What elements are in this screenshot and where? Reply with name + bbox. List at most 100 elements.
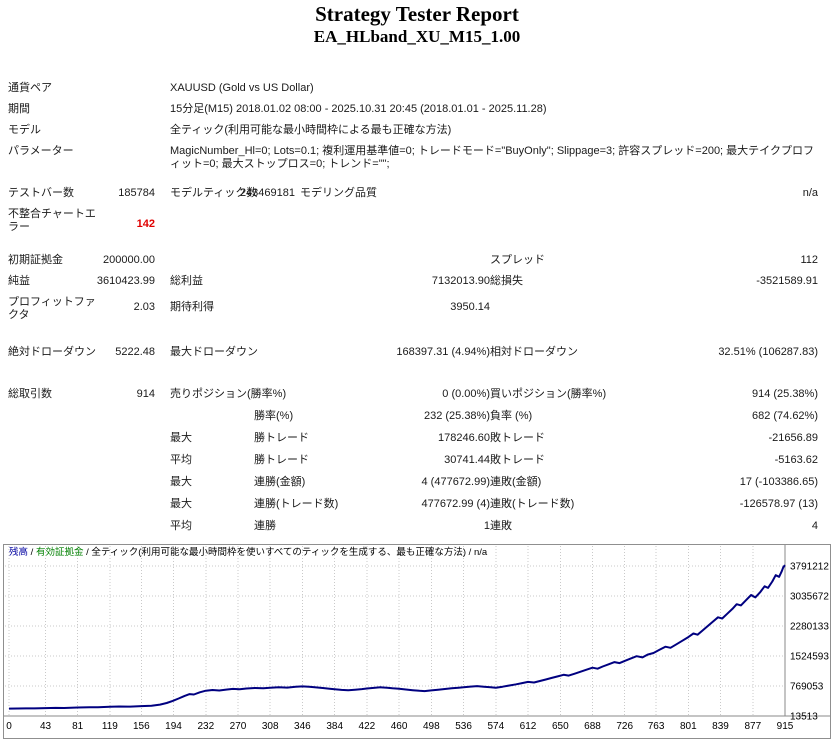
row-net-profit: 純益 3610423.99 総利益 7132013.90 総損失 -352158… [0, 271, 834, 292]
spread-value: 112 [800, 254, 818, 266]
svg-text:536: 536 [455, 721, 472, 732]
svg-text:43: 43 [40, 721, 52, 732]
short-positions-value: 0 (0.00%) [442, 388, 490, 400]
bars-label: テストバー数 [8, 187, 74, 199]
row-average-consecutive: 平均 連勝 1 連敗 4 [0, 516, 834, 538]
svg-text:13513: 13513 [790, 712, 818, 723]
maximal-dd-value: 168397.31 (4.94%) [396, 346, 490, 358]
consec-wins-money-label: 連勝(金額) [254, 476, 306, 488]
model-value: 全ティック(利用可能な最小時間枠による最も正確な方法) [170, 124, 452, 136]
net-profit-value: 3610423.99 [96, 275, 155, 287]
svg-text:0: 0 [6, 721, 12, 732]
maximal-dd-label: 最大ドローダウン [170, 346, 258, 358]
legend-entry: 残高 [9, 547, 29, 558]
symbol-value: XAUUSD (Gold vs US Dollar) [170, 82, 314, 94]
row-profit-factor: プロフィットファクタ 2.03 期待利得 3950.14 [0, 292, 834, 342]
parameters-value: MagicNumber_Hl=0; Lots=0.1; 複利運用基準値=0; ト… [170, 145, 814, 170]
max-consec-count-prefix: 最大 [170, 498, 192, 510]
largest-profit-label: 勝トレード [254, 432, 309, 444]
svg-text:308: 308 [262, 721, 279, 732]
balance-chart: 残高 / 有効証拠金 / 全ティック(利用可能な最小時間枠を使いすべてのティック… [3, 544, 831, 739]
row-bars: テストバー数 185784 モデルティック数 243469181 モデリング品質… [0, 183, 834, 204]
row-initial-deposit: 初期証拠金 200000.00 スプレッド 112 [0, 250, 834, 271]
row-drawdown: 絶対ドローダウン 5222.48 最大ドローダウン 168397.31 (4.9… [0, 342, 834, 384]
largest-loss-label: 敗トレード [490, 432, 545, 444]
svg-text:688: 688 [584, 721, 601, 732]
avg-consec-prefix: 平均 [170, 520, 192, 532]
relative-dd-value: 32.51% (106287.83) [718, 346, 818, 358]
svg-text:763: 763 [648, 721, 665, 732]
row-total-trades: 総取引数 914 売りポジション(勝率%) 0 (0.00%) 買いポジション(… [0, 384, 834, 406]
ticks-value: 243469181 [239, 187, 295, 199]
svg-text:3035672: 3035672 [790, 592, 829, 603]
largest-prefix: 最大 [170, 432, 192, 444]
legend-entry: 有効証拠金 [35, 547, 84, 558]
y-axis-labels: 13513 769053 1524593 2280133 3035672 3791212 [790, 562, 829, 723]
loss-rate-label: 負率 (%) [490, 410, 533, 422]
spread-label: スプレッド [490, 254, 545, 266]
net-profit-label: 純益 [8, 275, 30, 287]
row-largest-trades: 最大 勝トレード 178246.60 敗トレード -21656.89 [0, 428, 834, 450]
profit-factor-value: 2.03 [133, 301, 155, 313]
avg-consec-losses-value: 4 [811, 520, 818, 532]
svg-text:726: 726 [616, 721, 633, 732]
period-value: 15分足(M15) 2018.01.02 08:00 - 2025.10.31 … [170, 103, 547, 115]
gross-profit-value: 7132013.90 [431, 275, 490, 287]
balance-line [8, 564, 786, 710]
consec-losses-count-value: -126578.97 (13) [739, 498, 818, 510]
consec-losses-money-label: 連敗(金額) [490, 476, 542, 488]
period-label: 期間 [8, 103, 30, 115]
svg-text:460: 460 [391, 721, 408, 732]
expected-payoff-value: 3950.14 [450, 301, 490, 313]
svg-text:650: 650 [552, 721, 569, 732]
win-rate-value: 232 (25.38%) [423, 410, 490, 422]
consec-losses-count-label: 連敗(トレード数) [490, 498, 575, 510]
row-max-consecutive-count: 最大 連勝(トレード数) 477672.99 (4) 連敗(トレード数) -12… [0, 494, 834, 516]
svg-text:915: 915 [777, 721, 794, 732]
largest-profit-value: 178246.60 [438, 432, 490, 444]
svg-text:877: 877 [744, 721, 761, 732]
parameters-label: パラメーター [8, 145, 74, 157]
svg-text:574: 574 [487, 721, 504, 732]
svg-text:1524593: 1524593 [790, 652, 829, 663]
axes [4, 545, 830, 717]
row-mismatch-errors: 不整合チャートエラー 142 [0, 204, 834, 250]
svg-text:612: 612 [520, 721, 537, 732]
svg-text:3791212: 3791212 [790, 562, 829, 573]
total-trades-label: 総取引数 [8, 388, 52, 400]
svg-text:194: 194 [165, 721, 182, 732]
max-consec-prefix: 最大 [170, 476, 192, 488]
balance-graph: 13513 769053 1524593 2280133 3035672 3791212 0… [4, 545, 830, 732]
average-prefix: 平均 [170, 454, 192, 466]
row-average-trades: 平均 勝トレード 30741.44 敗トレード -5163.62 [0, 450, 834, 472]
row-parameters: パラメーター MagicNumber_Hl=0; Lots=0.1; 複利運用基… [0, 141, 834, 183]
profit-factor-label: プロフィットファクタ [8, 296, 96, 321]
page-title: Strategy Tester Report [315, 2, 519, 26]
svg-text:801: 801 [680, 721, 697, 732]
row-period: 期間 15分足(M15) 2018.01.02 08:00 - 2025.10.… [0, 99, 834, 120]
svg-text:498: 498 [423, 721, 440, 732]
average-profit-label: 勝トレード [254, 454, 309, 466]
svg-text:422: 422 [359, 721, 376, 732]
total-trades-value: 914 [136, 388, 155, 400]
svg-text:81: 81 [72, 721, 84, 732]
consec-losses-money-value: 17 (-103386.65) [739, 476, 818, 488]
svg-text:2280133: 2280133 [790, 622, 829, 633]
average-loss-value: -5163.62 [774, 454, 818, 466]
results-table: 通貨ペア XAUUSD (Gold vs US Dollar) 期間 15分足(… [0, 78, 834, 538]
loss-rate-value: 682 (74.62%) [751, 410, 818, 422]
gridlines [5, 546, 786, 716]
expected-payoff-label: 期待利得 [170, 301, 214, 313]
row-max-consecutive-money: 最大 連勝(金額) 4 (477672.99) 連敗(金額) 17 (-1033… [0, 472, 834, 494]
svg-text:384: 384 [326, 721, 343, 732]
quality-value: n/a [802, 187, 818, 199]
consec-wins-count-value: 477672.99 (4) [421, 498, 491, 510]
deposit-value: 200000.00 [103, 254, 155, 266]
svg-text:769053: 769053 [790, 682, 824, 693]
row-win-rate: 勝率(%) 232 (25.38%) 負率 (%) 682 (74.62%) [0, 406, 834, 428]
average-profit-value: 30741.44 [444, 454, 490, 466]
long-positions-label: 買いポジション(勝率%) [490, 388, 607, 400]
largest-loss-value: -21656.89 [768, 432, 818, 444]
mismatch-label: 不整合チャートエラー [8, 208, 96, 233]
